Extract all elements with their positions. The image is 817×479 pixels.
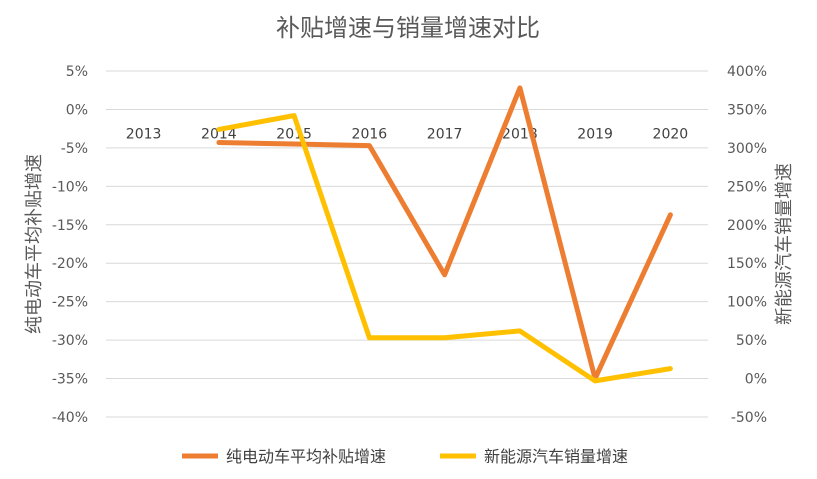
category-labels: 2013 2014 2015 2016 2017 2018 2019 2020 — [126, 126, 688, 142]
right-axis-title: 新能源汽车销量增速 — [774, 163, 795, 325]
left-tick-label: -30% — [52, 333, 88, 349]
left-tick-label: -5% — [61, 141, 88, 157]
right-tick-label: 200% — [727, 218, 767, 234]
right-tick-label: 0% — [745, 372, 767, 388]
right-tick-label: 150% — [727, 256, 767, 272]
left-tick-label: 0% — [66, 102, 88, 118]
left-tick-label: -40% — [52, 410, 88, 426]
right-tick-label: 400% — [727, 64, 767, 80]
right-tick-label: 100% — [727, 295, 767, 311]
category-label: 2017 — [427, 126, 463, 142]
left-tick-label: -20% — [52, 256, 88, 272]
series-line-1 — [216, 113, 673, 384]
category-label: 2016 — [352, 126, 388, 142]
right-tick-label: -50% — [731, 410, 767, 426]
category-label: 2013 — [126, 126, 162, 142]
legend-label-subsidy: 纯电动车平均补贴增速 — [226, 447, 386, 466]
legend-label-sales: 新能源汽车销量增速 — [484, 447, 628, 466]
category-label: 2015 — [276, 126, 312, 142]
left-tick-label: -25% — [52, 295, 88, 311]
gridlines — [106, 70, 708, 418]
right-tick-label: 50% — [736, 333, 767, 349]
category-label: 2014 — [201, 126, 237, 142]
chart-title: 补贴增速与销量增速对比 — [276, 14, 540, 42]
legend: 纯电动车平均补贴增速 新能源汽车销量增速 — [182, 447, 628, 466]
category-label: 2019 — [577, 126, 613, 142]
series-lines — [216, 85, 673, 384]
left-tick-label: -35% — [52, 372, 88, 388]
right-tick-label: 250% — [727, 179, 767, 195]
right-tick-label: 300% — [727, 141, 767, 157]
right-tick-label: 350% — [727, 102, 767, 118]
category-label: 2020 — [653, 126, 689, 142]
left-tick-label: -15% — [52, 218, 88, 234]
left-axis-title: 纯电动车平均补贴增速 — [24, 154, 45, 334]
right-axis-ticks: 400% 350% 300% 250% 200% 150% 100% 50% 0% -50% — [727, 64, 767, 426]
left-tick-label: 5% — [66, 64, 88, 80]
left-tick-label: -10% — [52, 179, 88, 195]
left-axis-ticks: 5% 0% -5% -10% -15% -20% -25% -30% -35% -40% — [52, 64, 88, 426]
